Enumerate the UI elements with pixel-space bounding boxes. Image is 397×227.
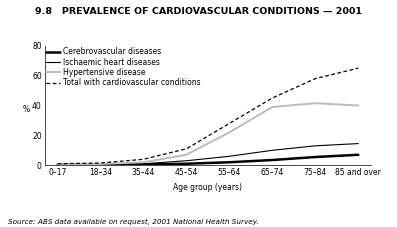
Cerebrovascular diseases xyxy=(55,163,60,166)
Hypertensive disease xyxy=(313,102,318,105)
Line: Hypertensive disease: Hypertensive disease xyxy=(58,103,358,165)
Cerebrovascular diseases xyxy=(227,161,232,164)
Ischaemic heart diseases xyxy=(227,155,232,158)
X-axis label: Age group (years): Age group (years) xyxy=(173,183,243,192)
Ischaemic heart diseases xyxy=(184,159,189,162)
Hypertensive disease xyxy=(98,163,103,165)
Hypertensive disease xyxy=(356,104,361,107)
Hypertensive disease xyxy=(184,153,189,156)
Hypertensive disease xyxy=(141,161,146,164)
Legend: Cerebrovascular diseases, Ischaemic heart diseases, Hypertensive disease, Total : Cerebrovascular diseases, Ischaemic hear… xyxy=(46,47,200,87)
Total with cardiovascular conditions xyxy=(98,162,103,164)
Ischaemic heart diseases xyxy=(313,144,318,147)
Hypertensive disease xyxy=(227,131,232,134)
Total with cardiovascular conditions xyxy=(313,77,318,80)
Hypertensive disease xyxy=(270,106,275,108)
Total with cardiovascular conditions xyxy=(227,122,232,125)
Ischaemic heart diseases xyxy=(270,149,275,152)
Ischaemic heart diseases xyxy=(55,164,60,166)
Cerebrovascular diseases xyxy=(313,156,318,158)
Y-axis label: %: % xyxy=(23,106,30,114)
Cerebrovascular diseases xyxy=(184,162,189,165)
Total with cardiovascular conditions xyxy=(55,162,60,165)
Hypertensive disease xyxy=(55,163,60,166)
Line: Ischaemic heart diseases: Ischaemic heart diseases xyxy=(58,144,358,165)
Total with cardiovascular conditions xyxy=(356,67,361,69)
Cerebrovascular diseases xyxy=(98,163,103,166)
Text: Source: ABS data available on request, 2001 National Health Survey.: Source: ABS data available on request, 2… xyxy=(8,219,259,225)
Text: 9.8   PREVALENCE OF CARDIOVASCULAR CONDITIONS — 2001: 9.8 PREVALENCE OF CARDIOVASCULAR CONDITI… xyxy=(35,7,362,16)
Ischaemic heart diseases xyxy=(141,162,146,165)
Line: Cerebrovascular diseases: Cerebrovascular diseases xyxy=(58,155,358,165)
Total with cardiovascular conditions xyxy=(184,148,189,150)
Line: Total with cardiovascular conditions: Total with cardiovascular conditions xyxy=(58,68,358,164)
Total with cardiovascular conditions xyxy=(270,97,275,99)
Ischaemic heart diseases xyxy=(98,163,103,166)
Cerebrovascular diseases xyxy=(356,153,361,156)
Cerebrovascular diseases xyxy=(270,159,275,161)
Ischaemic heart diseases xyxy=(356,142,361,145)
Cerebrovascular diseases xyxy=(141,163,146,166)
Total with cardiovascular conditions xyxy=(141,158,146,161)
